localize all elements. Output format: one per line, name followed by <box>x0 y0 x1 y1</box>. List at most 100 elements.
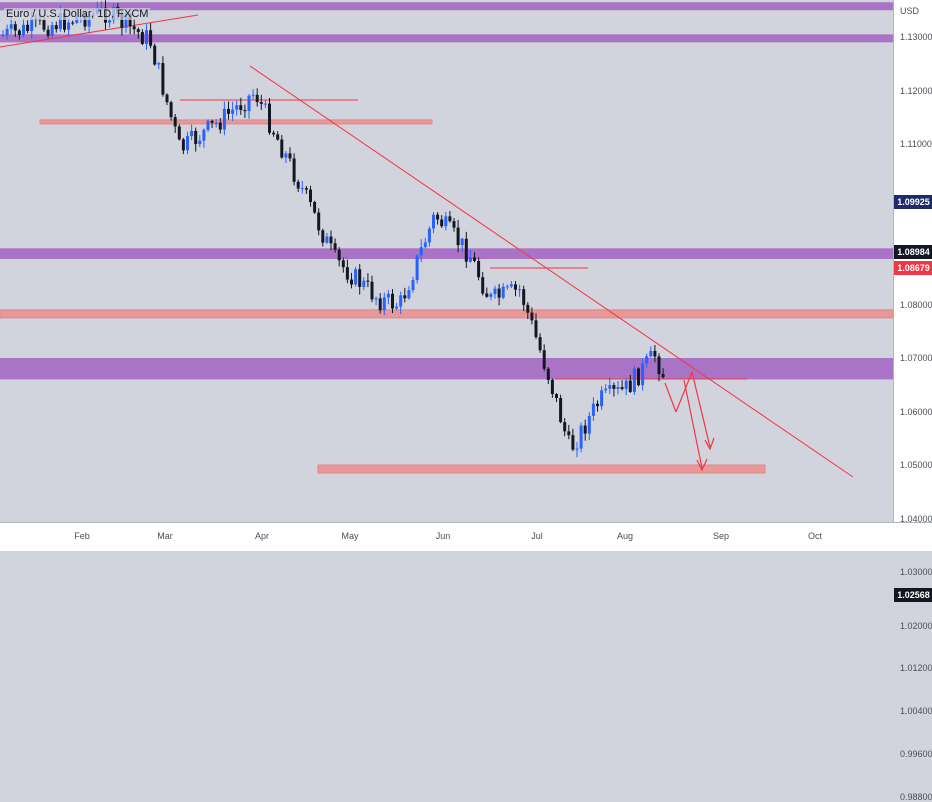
time-axis[interactable]: Feb Mar Apr May Jun Jul Aug Sep Oct <box>0 522 932 551</box>
candle-body-52 <box>214 122 218 124</box>
candle-body-139 <box>571 435 575 450</box>
candle-body-81 <box>333 243 337 250</box>
support-zone-1 <box>0 34 893 43</box>
resistance-zone-1 <box>0 309 893 319</box>
candle-body-135 <box>555 394 558 398</box>
candle-body-61 <box>251 94 255 96</box>
candle-body-78 <box>321 230 325 243</box>
candle-body-113 <box>464 238 468 262</box>
resistance-zone-2 <box>317 464 766 474</box>
candle-body-64 <box>263 103 267 105</box>
candle-body-105 <box>432 214 435 229</box>
candle-body-30 <box>124 14 128 28</box>
candle-body-84 <box>345 267 349 280</box>
candle-body-92 <box>378 298 382 311</box>
candle-body-80 <box>329 236 333 244</box>
price-chart[interactable] <box>0 0 893 522</box>
candle-body-32 <box>132 26 136 30</box>
support-zone-2 <box>0 248 893 260</box>
candle-body-46 <box>190 130 194 137</box>
candle-body-104 <box>427 228 431 243</box>
candle-body-48 <box>198 140 202 145</box>
price-tick-label: 1.01200 <box>900 663 932 674</box>
candle-body-65 <box>268 103 271 133</box>
price-tag: 1.08984 <box>894 244 932 259</box>
candle-body-161 <box>661 374 665 378</box>
projection-leg-2 <box>691 371 711 448</box>
price-tick-label: 1.08000 <box>900 299 932 310</box>
candle-body-125 <box>514 284 517 290</box>
candle-body-59 <box>243 110 247 112</box>
candle-body-55 <box>227 108 230 114</box>
candle-body-12 <box>50 25 54 36</box>
time-tick-label: Jun <box>435 531 451 541</box>
projection-leg-1 <box>675 371 693 413</box>
time-tick-label: Oct <box>807 531 823 541</box>
candle-body-41 <box>169 102 173 118</box>
projection-arrowhead-1 <box>696 458 708 472</box>
candle-body-72 <box>296 181 300 189</box>
candle-body-122 <box>501 286 505 298</box>
candle-body-127 <box>522 289 526 305</box>
candle-body-138 <box>567 431 571 436</box>
candle-body-114 <box>468 257 472 262</box>
candle-body-73 <box>300 188 304 190</box>
candle-body-116 <box>477 260 481 278</box>
candle-body-128 <box>526 304 530 313</box>
candle-body-82 <box>337 249 341 261</box>
candle-body-109 <box>448 216 452 222</box>
candle-body-29 <box>120 13 124 28</box>
candle-body-119 <box>489 294 493 297</box>
price-tick-label: 1.03000 <box>900 567 932 577</box>
candle-body-45 <box>186 136 189 151</box>
candle-body-142 <box>583 425 587 434</box>
candle-body-71 <box>292 158 296 182</box>
candle-body-17 <box>71 22 75 24</box>
candle-body-40 <box>165 94 169 103</box>
candle-body-121 <box>497 288 501 298</box>
candle-body-108 <box>444 216 448 227</box>
candle-body-31 <box>128 14 132 27</box>
candle-body-58 <box>239 105 243 111</box>
candle-body-93 <box>382 297 386 311</box>
price-tag: 1.09925 <box>894 194 932 209</box>
candle-body-38 <box>157 63 161 65</box>
early-trendline <box>0 14 199 48</box>
candle-body-158 <box>649 350 653 357</box>
candle-body-143 <box>587 415 591 434</box>
candle-body-34 <box>140 32 144 44</box>
candle-body-16 <box>67 22 71 30</box>
candle-body-89 <box>366 280 370 282</box>
candle-body-130 <box>534 320 538 338</box>
price-tick-label: 1.06000 <box>900 406 932 417</box>
price-axis[interactable]: USD 1.13000 1.12000 1.11000 1.08000 1.07000 1… <box>893 0 932 802</box>
candle-body-96 <box>395 306 399 309</box>
candle-body-79 <box>325 236 329 243</box>
candle-body-111 <box>456 227 460 246</box>
time-tick-label: Jul <box>531 531 543 541</box>
candle-body-74 <box>304 188 308 190</box>
price-tick-label: 0.99600 <box>900 748 932 759</box>
candle-body-132 <box>542 350 546 369</box>
candle-body-103 <box>423 242 427 248</box>
projection-leg-0 <box>664 382 677 413</box>
candle-body-136 <box>559 397 563 423</box>
price-tick-label: 1.02000 <box>900 620 932 631</box>
support-zone-0 <box>0 2 893 11</box>
candle-body-148 <box>608 385 612 389</box>
candle-body-159 <box>653 350 657 357</box>
resistance-zone-0 <box>39 119 433 125</box>
price-tick-label: 1.00400 <box>900 706 932 717</box>
candle-body-153 <box>628 380 632 392</box>
price-tick-label: 0.98800 <box>900 791 932 802</box>
candle-body-140 <box>575 448 579 450</box>
candle-body-123 <box>505 286 509 288</box>
candle-body-69 <box>284 153 288 158</box>
candle-body-144 <box>591 403 595 416</box>
time-tick-label: May <box>341 531 359 541</box>
candle-body-63 <box>259 102 263 104</box>
candle-body-20 <box>83 15 87 27</box>
candle-body-102 <box>419 247 423 256</box>
candle-body-21 <box>87 15 91 27</box>
